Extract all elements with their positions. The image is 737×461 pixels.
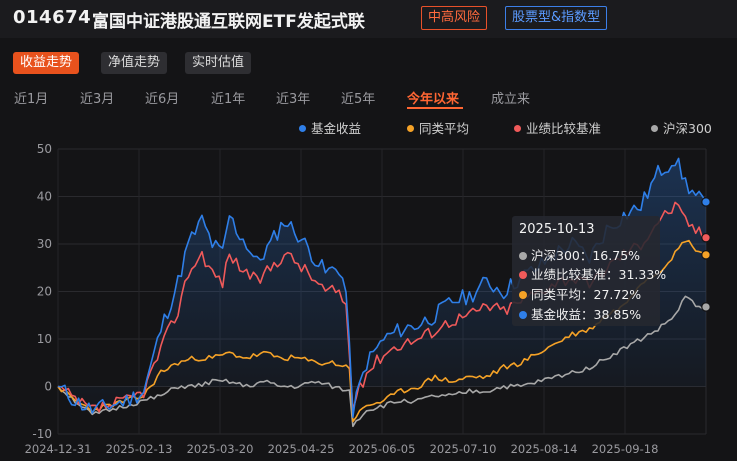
tooltip-row-peer: 同类平均：27.72%	[519, 284, 641, 303]
period-3y[interactable]: 近3年	[276, 92, 311, 107]
tab-return-trend[interactable]: 收益走势	[13, 52, 80, 74]
tooltip-row-hs300: 沪深300：16.75%	[519, 245, 640, 264]
y-tick-label: 10	[37, 332, 52, 346]
period-since-inception[interactable]: 成立来	[491, 92, 531, 107]
fund-type-badge[interactable]: 股票型&指数型	[505, 6, 608, 30]
y-tick-label: 40	[37, 190, 52, 204]
tooltip-row-benchmark: 业绩比较基准：31.33%	[519, 264, 666, 283]
fund-area-fill	[58, 158, 706, 418]
series-line-hs300	[57, 295, 707, 428]
x-tick-label: 2025-03-20	[187, 442, 254, 456]
tooltip-peer-text: 同类平均：27.72%	[531, 287, 642, 302]
period-1m[interactable]: 近1月	[14, 92, 49, 107]
legend-peer[interactable]: 同类平均	[407, 118, 469, 137]
fund-header: 014674 富国中证港股通互联网ETF发起式联 中高风险 股票型&指数型	[0, 0, 737, 38]
x-tick-label: 2025-08-14	[511, 442, 578, 456]
y-tick-label: 0	[44, 380, 52, 394]
period-5y[interactable]: 近5年	[341, 92, 376, 107]
tooltip-benchmark-text: 业绩比较基准：31.33%	[531, 267, 667, 282]
y-tick-label: -10	[32, 427, 52, 441]
series-end-point-hs300	[701, 302, 711, 312]
legend-peer-dot	[407, 125, 414, 132]
x-tick-label: 2025-04-25	[268, 442, 335, 456]
tooltip-hs300-dot	[519, 252, 527, 260]
period-3m[interactable]: 近3月	[80, 92, 115, 107]
legend-benchmark-dot	[514, 125, 521, 132]
tooltip-fund-text: 基金收益：38.85%	[531, 307, 642, 322]
legend-benchmark-label: 业绩比较基准	[526, 121, 602, 136]
active-period-underline	[407, 107, 463, 109]
x-tick-label: 2025-09-18	[592, 442, 659, 456]
fund-name: 富国中证港股通互联网ETF发起式联	[92, 12, 365, 32]
series-end-point-benchmark	[701, 232, 711, 243]
y-tick-label: 20	[37, 285, 52, 299]
period-6m[interactable]: 近6月	[145, 92, 180, 107]
legend-peer-label: 同类平均	[419, 121, 470, 136]
tab-nav-trend[interactable]: 净值走势	[101, 52, 168, 74]
tooltip-fund-dot	[519, 311, 527, 319]
legend-fund[interactable]: 基金收益	[299, 118, 361, 137]
tooltip-row-fund: 基金收益：38.85%	[519, 304, 641, 323]
y-tick-label: 50	[37, 142, 52, 156]
legend-hs300[interactable]: 沪深300	[651, 118, 712, 137]
legend-fund-label: 基金收益	[311, 121, 362, 136]
tooltip-peer-dot	[519, 291, 527, 299]
legend-hs300-dot	[651, 125, 658, 132]
risk-badge[interactable]: 中高风险	[421, 6, 488, 30]
tooltip-date: 2025-10-13	[519, 222, 595, 237]
legend-benchmark[interactable]: 业绩比较基准	[514, 118, 601, 137]
tooltip-benchmark-dot	[519, 271, 527, 279]
legend-fund-dot	[299, 125, 306, 132]
fund-code: 014674	[13, 7, 92, 28]
x-tick-label: 2025-07-10	[430, 442, 497, 456]
tab-realtime-estimate[interactable]: 实时估值	[185, 52, 252, 74]
period-1y[interactable]: 近1年	[211, 92, 246, 107]
x-tick-label: 2025-06-05	[349, 442, 416, 456]
chart-tooltip: 2025-10-13 沪深300：16.75% 业绩比较基准：31.33% 同类…	[512, 216, 666, 326]
series-end-point-peer	[701, 250, 711, 260]
y-tick-label: 30	[37, 237, 52, 251]
x-tick-label: 2025-02-13	[106, 442, 173, 456]
legend-hs300-label: 沪深300	[663, 121, 712, 136]
series-end-point-fund	[701, 197, 711, 207]
period-ytd[interactable]: 今年以来	[407, 92, 460, 107]
x-tick-label: 2024-12-31	[25, 442, 92, 456]
tooltip-hs300-text: 沪深300：16.75%	[531, 248, 641, 263]
